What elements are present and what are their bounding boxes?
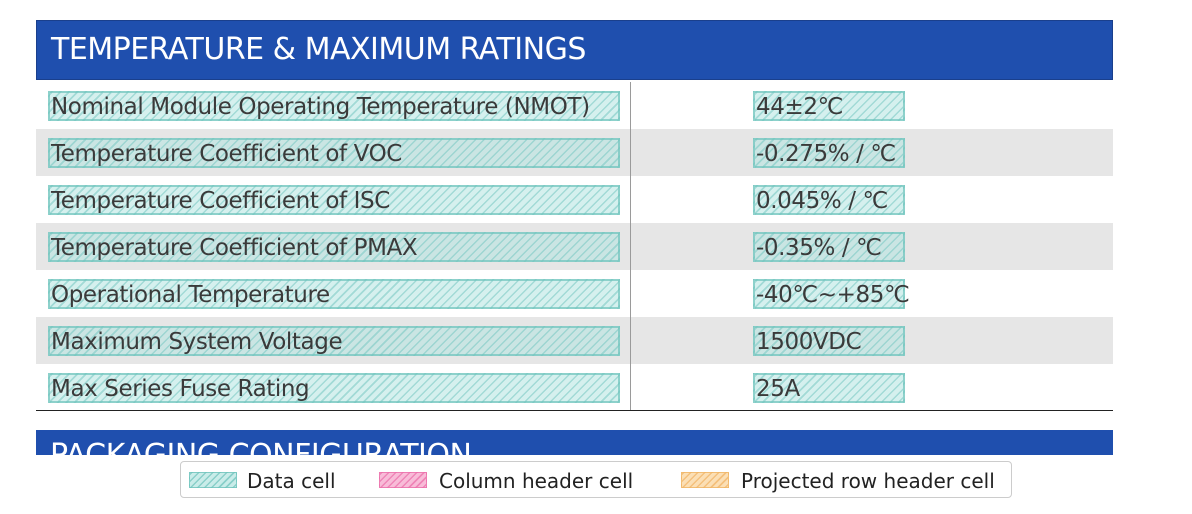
data-cell-label: Nominal Module Operating Temperature (NM… bbox=[48, 91, 620, 121]
row-label: Nominal Module Operating Temperature (NM… bbox=[51, 94, 590, 120]
next-section-header: PACKAGING CONFIGURATION bbox=[36, 430, 1113, 455]
row-label: Temperature Coefficient of VOC bbox=[51, 141, 402, 167]
table-row: Temperature Coefficient of ISC 0.045% / … bbox=[36, 176, 1113, 223]
data-cell-value: -0.275% / ℃ bbox=[753, 138, 905, 168]
annotation-legend: Data cell Column header cell Projected r… bbox=[180, 461, 1012, 498]
data-cell-label: Temperature Coefficient of PMAX bbox=[48, 232, 620, 262]
column-divider bbox=[630, 82, 631, 411]
data-cell-swatch bbox=[189, 472, 237, 488]
table-row: Nominal Module Operating Temperature (NM… bbox=[36, 82, 1113, 129]
row-label: Temperature Coefficient of PMAX bbox=[51, 235, 418, 261]
data-cell-value: -40℃~+85℃ bbox=[753, 279, 910, 309]
table-row: Maximum System Voltage 1500VDC bbox=[36, 317, 1113, 364]
row-value: 1500VDC bbox=[756, 329, 862, 355]
table-row: Operational Temperature -40℃~+85℃ bbox=[36, 270, 1113, 317]
ratings-table: Nominal Module Operating Temperature (NM… bbox=[36, 82, 1113, 411]
data-cell-label: Temperature Coefficient of ISC bbox=[48, 185, 620, 215]
table-row: Max Series Fuse Rating 25A bbox=[36, 364, 1113, 411]
data-cell-value: 0.045% / ℃ bbox=[753, 185, 905, 215]
document-page: TEMPERATURE & MAXIMUM RATINGS Nominal Mo… bbox=[36, 20, 1113, 455]
data-cell-value: 25A bbox=[753, 373, 905, 403]
row-value: -0.275% / ℃ bbox=[756, 141, 896, 167]
row-label: Maximum System Voltage bbox=[51, 329, 343, 355]
next-section-title: PACKAGING CONFIGURATION bbox=[50, 438, 472, 455]
row-label: Temperature Coefficient of ISC bbox=[51, 188, 390, 214]
data-cell-value: -0.35% / ℃ bbox=[753, 232, 905, 262]
row-value: 25A bbox=[756, 376, 800, 402]
legend-label: Column header cell bbox=[439, 469, 634, 493]
section-header: TEMPERATURE & MAXIMUM RATINGS bbox=[36, 20, 1113, 80]
row-header-swatch bbox=[681, 472, 729, 488]
section-title: TEMPERATURE & MAXIMUM RATINGS bbox=[51, 32, 586, 67]
row-value: 0.045% / ℃ bbox=[756, 188, 888, 214]
data-cell-label: Temperature Coefficient of VOC bbox=[48, 138, 620, 168]
row-value: -40℃~+85℃ bbox=[756, 282, 910, 308]
data-cell-label: Max Series Fuse Rating bbox=[48, 373, 620, 403]
data-cell-value: 44±2℃ bbox=[753, 91, 905, 121]
table-bottom-rule bbox=[36, 410, 1113, 411]
column-header-swatch bbox=[379, 472, 427, 488]
row-value: 44±2℃ bbox=[756, 94, 844, 120]
table-row: Temperature Coefficient of PMAX -0.35% /… bbox=[36, 223, 1113, 270]
row-label: Operational Temperature bbox=[51, 282, 330, 308]
row-value: -0.35% / ℃ bbox=[756, 235, 882, 261]
legend-label: Data cell bbox=[247, 469, 336, 493]
legend-label: Projected row header cell bbox=[741, 469, 995, 493]
row-label: Max Series Fuse Rating bbox=[51, 376, 310, 402]
data-cell-value: 1500VDC bbox=[753, 326, 905, 356]
data-cell-label: Operational Temperature bbox=[48, 279, 620, 309]
data-cell-label: Maximum System Voltage bbox=[48, 326, 620, 356]
table-row: Temperature Coefficient of VOC -0.275% /… bbox=[36, 129, 1113, 176]
